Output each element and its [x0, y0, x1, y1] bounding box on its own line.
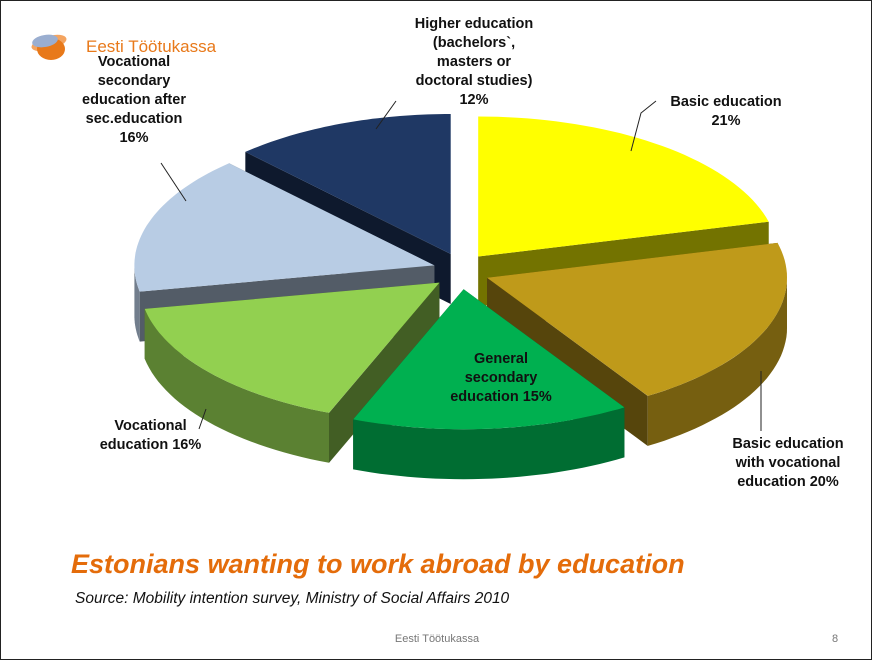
slice-wall-basic-education-with-vocational-education-0 — [647, 277, 787, 446]
label-general-secondary: General secondary education 15% — [450, 351, 552, 405]
source-note: Source: Mobility intention survey, Minis… — [75, 590, 510, 607]
logo-icon — [31, 34, 67, 60]
slice-wall-general-secondary-education-0 — [353, 407, 625, 480]
slice-top-basic-education-with-vocational-education — [487, 242, 787, 396]
leader-vocational-secondary — [160, 162, 187, 202]
page-number: 8 — [832, 633, 839, 645]
slice-top-general-secondary-education — [353, 289, 625, 430]
label-basic-vocational: Basic education with vocational education … — [732, 436, 844, 490]
leader-vocational — [198, 408, 207, 430]
label-basic-education: Basic education 21% — [670, 94, 782, 129]
footer-org: Eesti Töötukassa — [394, 633, 480, 645]
leader-higher-education — [375, 100, 397, 130]
leader-basic-education — [630, 100, 657, 152]
slice-top-vocational-education — [144, 282, 440, 413]
slice-general-secondary-education — [353, 289, 625, 480]
slice-wall-vocational-secondary-education-after-sec-education-0 — [134, 265, 140, 342]
slide-title: Estonians wanting to work abroad by educ… — [71, 549, 685, 579]
label-vocational-secondary: Vocational secondary education after sec.ed… — [82, 54, 186, 146]
logo — [29, 29, 249, 65]
slice-wall-vocational-education-0 — [144, 308, 329, 463]
slice-top-vocational-secondary-education-after-sec-education — [134, 163, 435, 292]
slice-top-higher-education-bachelors-masters-or-doctoral-studies — [245, 114, 451, 254]
logo-text: Eesti Töötukassa — [86, 37, 217, 56]
label-higher-education: Higher education (bachelors`, masters or do… — [414, 16, 534, 108]
label-vocational: Vocational education 16% — [99, 418, 202, 453]
slice-top-basic-education — [478, 116, 769, 257]
